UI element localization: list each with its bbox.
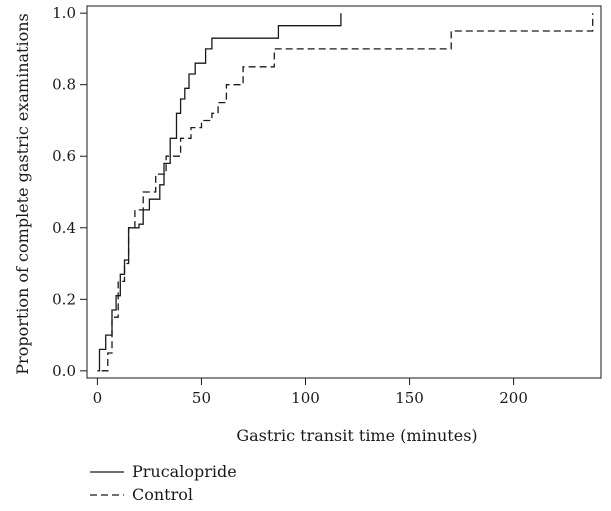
x-axis-label: Gastric transit time (minutes) [236,426,477,445]
x-tick-label: 50 [192,389,211,407]
legend-label-prucalopride: Prucalopride [132,462,237,481]
x-tick-label: 150 [395,389,424,407]
series-line-control [101,13,594,372]
x-tick-label: 200 [499,389,528,407]
y-tick-label: 0.6 [52,147,76,165]
y-tick-label: 0.8 [52,76,76,94]
legend: Prucalopride Control [90,462,237,504]
x-tick-label: 0 [93,389,103,407]
legend-label-control: Control [132,485,193,504]
y-tick-label: 1.0 [52,4,76,22]
y-tick-label: 0.0 [52,362,76,380]
series-line-prucalopride [97,13,342,372]
y-tick-label: 0.2 [52,290,76,308]
x-tick-label: 100 [291,389,320,407]
plot-frame [86,5,602,379]
y-axis-label: Proportion of complete gastric examinati… [13,13,32,374]
y-tick-label: 0.4 [52,219,76,237]
